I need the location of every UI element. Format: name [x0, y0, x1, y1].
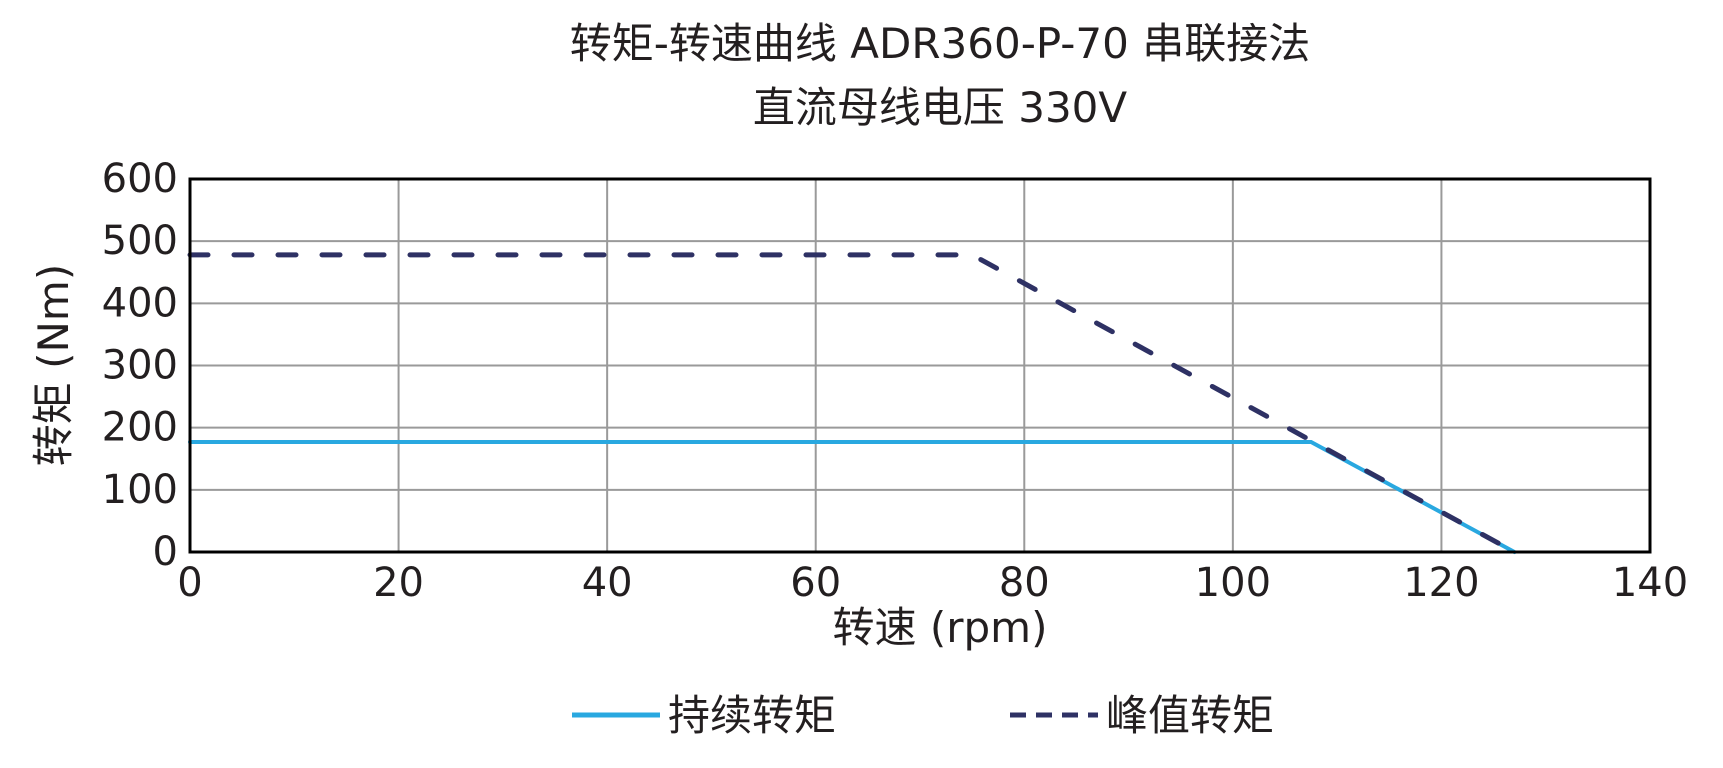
- y-tick-label: 500: [102, 218, 178, 264]
- x-tick-label: 120: [1403, 560, 1479, 606]
- y-ticks: 0 100 200 300 400 500 600: [102, 156, 178, 575]
- y-tick-label: 400: [102, 280, 178, 326]
- y-tick-label: 600: [102, 156, 178, 202]
- y-axis-label: 转矩 (Nm): [29, 264, 78, 466]
- plot-frame: [188, 177, 1652, 554]
- y-tick-label: 0: [153, 529, 178, 575]
- legend-label-continuous: 持续转矩: [668, 691, 836, 740]
- series-group: [187, 252, 1517, 555]
- x-tick-label: 100: [1195, 560, 1271, 606]
- x-tick-label: 60: [790, 560, 841, 606]
- y-tick-label: 100: [102, 467, 178, 513]
- x-tick-label: 0: [177, 560, 202, 606]
- chart-title: 转矩-转速曲线 ADR360-P-70 串联接法: [570, 19, 1310, 68]
- x-axis-label: 转速 (rpm): [833, 603, 1048, 652]
- legend: 持续转矩 峰值转矩: [572, 691, 1274, 740]
- x-tick-label: 20: [373, 560, 424, 606]
- series-line-0: [188, 439, 1517, 554]
- x-tick-label: 80: [999, 560, 1050, 606]
- y-tick-label: 300: [102, 343, 178, 389]
- x-tick-label: 140: [1612, 560, 1688, 606]
- legend-label-peak: 峰值转矩: [1106, 691, 1274, 740]
- x-ticks: 0 20 40 60 80 100 120 140: [177, 560, 1688, 606]
- grid: [189, 178, 1651, 553]
- chart-subtitle: 直流母线电压 330V: [753, 83, 1128, 132]
- series-line-1: [187, 252, 1517, 555]
- x-tick-label: 40: [582, 560, 633, 606]
- y-tick-label: 200: [102, 405, 178, 451]
